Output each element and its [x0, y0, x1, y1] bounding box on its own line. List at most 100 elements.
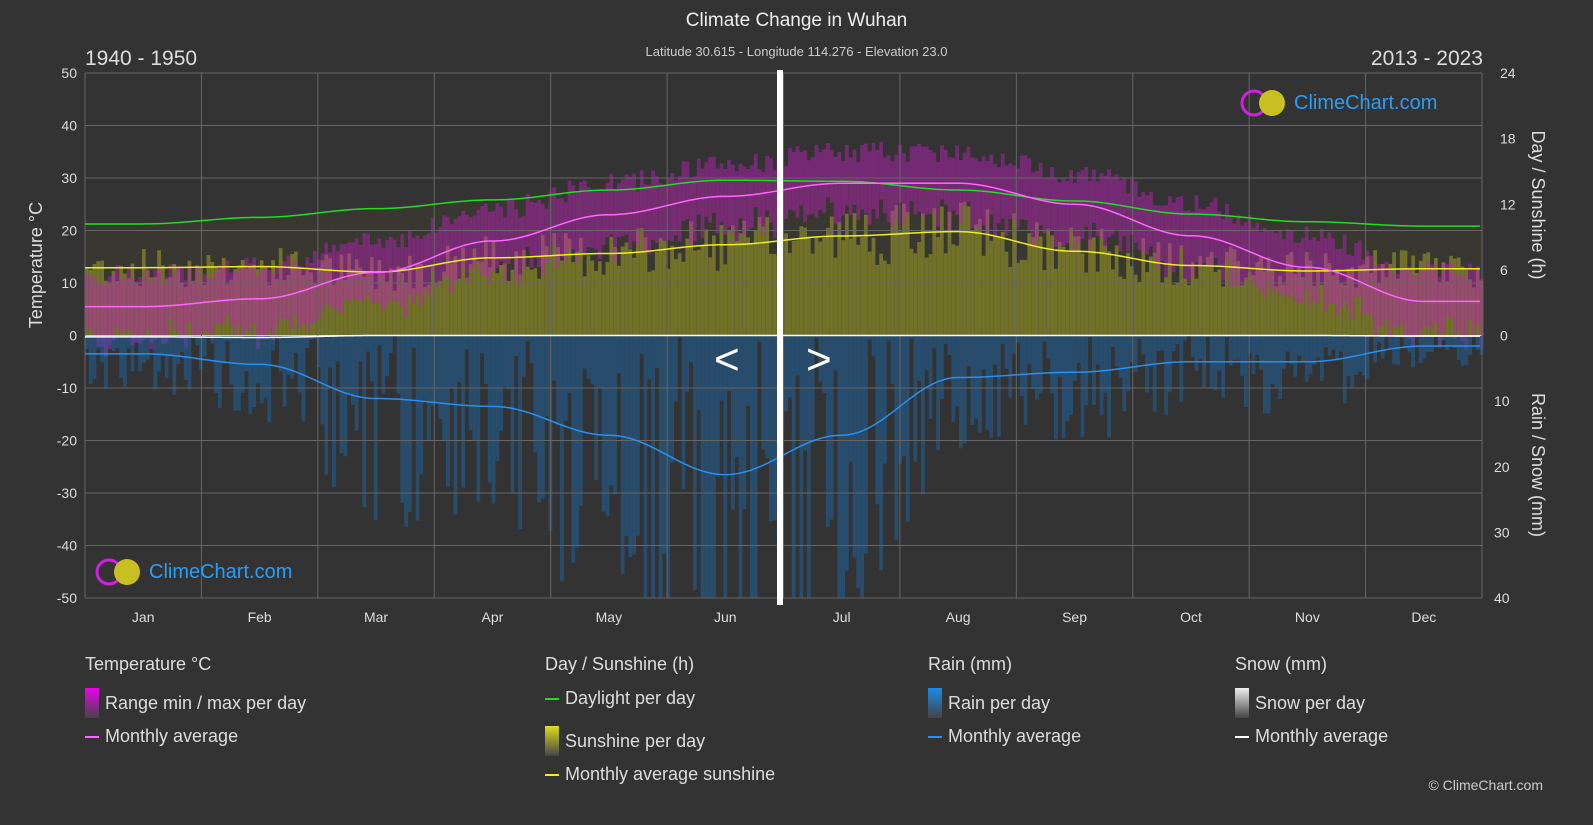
x-tick-label: Oct [1180, 609, 1202, 625]
sunshine-bar [1445, 281, 1450, 336]
temp-range-bar [905, 161, 910, 215]
temp-range-bar [1342, 234, 1347, 302]
temp-range-bar [1266, 230, 1271, 286]
next-period-button[interactable]: > [806, 335, 832, 384]
rain-bar [1084, 335, 1089, 406]
temp-range-bar [487, 212, 492, 284]
temp-range-bar [389, 236, 393, 300]
rain-bar [153, 335, 158, 390]
daylight-bar [1221, 215, 1225, 336]
temp-range-bar [1126, 193, 1130, 252]
daylight-bar [506, 199, 511, 336]
temp-range-bar [275, 265, 279, 325]
rain-bar [1149, 335, 1153, 367]
rain-bar [134, 335, 139, 341]
rain-bar [1206, 335, 1210, 338]
sunshine-bar [1061, 246, 1066, 336]
temp-range-bar [609, 173, 614, 235]
temp-range-bar [142, 278, 146, 341]
temp-range-bar [833, 156, 838, 224]
rain-bar [1437, 335, 1442, 348]
sunshine-bar [161, 265, 165, 336]
sunshine-bar [468, 263, 473, 336]
legend-item: Monthly average sunshine [545, 764, 775, 785]
rain-bar [358, 335, 363, 362]
rain-bar [655, 335, 659, 368]
temp-range-bar [423, 235, 427, 291]
rain-bar [541, 335, 545, 499]
sunshine-bar [1320, 284, 1324, 336]
rain-bar [1228, 335, 1233, 366]
sunshine-bar [799, 226, 804, 336]
temp-range-bar [643, 184, 648, 251]
rain-bar [886, 335, 891, 341]
rain-bar [1251, 335, 1256, 375]
sunshine-bar [480, 261, 484, 336]
rain-bar [335, 335, 340, 362]
daylight-bar [1437, 226, 1442, 336]
sunshine-bar [666, 268, 671, 336]
sunshine-bar [590, 260, 595, 336]
rain-bar [351, 335, 355, 405]
temp-range-bar [845, 144, 849, 206]
rain-bar [1247, 335, 1252, 354]
sunshine-bar [377, 260, 382, 336]
prev-period-button[interactable]: < [714, 335, 740, 384]
rain-bar [651, 335, 655, 598]
rain-bar [149, 335, 154, 343]
temp-range-bar [936, 162, 940, 227]
rain-bar [943, 335, 948, 344]
sunshine-bar [738, 233, 743, 336]
rain-bar [1190, 335, 1195, 357]
temp-range-bar [943, 149, 948, 205]
temp-range-bar [955, 145, 959, 215]
legend-swatch [545, 773, 559, 776]
rain-bar [275, 335, 279, 338]
sunshine-bar [385, 281, 389, 336]
sunshine-bar [1156, 242, 1161, 336]
temp-range-bar [647, 184, 652, 255]
temp-range-bar [172, 275, 177, 330]
temp-range-bar [176, 265, 180, 331]
rain-bar [563, 335, 568, 421]
sunshine-bar [1050, 235, 1054, 336]
sunshine-bar [370, 257, 374, 336]
daylight-bar [1008, 194, 1013, 336]
rain-bar [214, 335, 218, 394]
sunshine-bar [1160, 282, 1165, 336]
temp-range-bar [373, 244, 378, 304]
rain-bar [286, 335, 291, 375]
temp-range-bar [1304, 226, 1309, 290]
temp-range-bar [183, 280, 188, 348]
rain-bar [316, 335, 321, 368]
sunshine-bar [803, 227, 807, 336]
y-right-top-tick-label: 6 [1500, 262, 1508, 278]
sunshine-bar [579, 237, 583, 336]
rain-bar [575, 335, 579, 548]
rain-bar [738, 335, 743, 598]
x-tick-label: Sep [1062, 609, 1087, 625]
temp-range-bar [210, 278, 215, 340]
rain-bar [1141, 335, 1146, 355]
temp-range-bar [1038, 162, 1043, 226]
temp-range-bar [1456, 275, 1461, 331]
sunshine-bar [685, 238, 690, 336]
sunshine-bar [867, 251, 872, 336]
sunshine-bar [423, 287, 427, 336]
sunshine-bar [681, 261, 686, 336]
rain-bar [598, 335, 602, 389]
temp-range-bar [465, 214, 469, 284]
temp-range-bar [1016, 168, 1020, 228]
temp-range-bar [324, 242, 329, 303]
rain-bar [761, 335, 766, 450]
rain-bar [529, 335, 534, 364]
daylight-bar [1084, 201, 1089, 336]
rain-bar [1016, 335, 1020, 343]
y-right-top-tick-label: 18 [1500, 131, 1516, 147]
rain-bar [354, 335, 359, 431]
temp-range-bar [1434, 265, 1438, 324]
rain-bar [1331, 335, 1336, 350]
y-right-bottom-tick-label: 20 [1494, 459, 1510, 475]
rain-bar [1255, 335, 1260, 355]
sunshine-bar [115, 281, 120, 336]
